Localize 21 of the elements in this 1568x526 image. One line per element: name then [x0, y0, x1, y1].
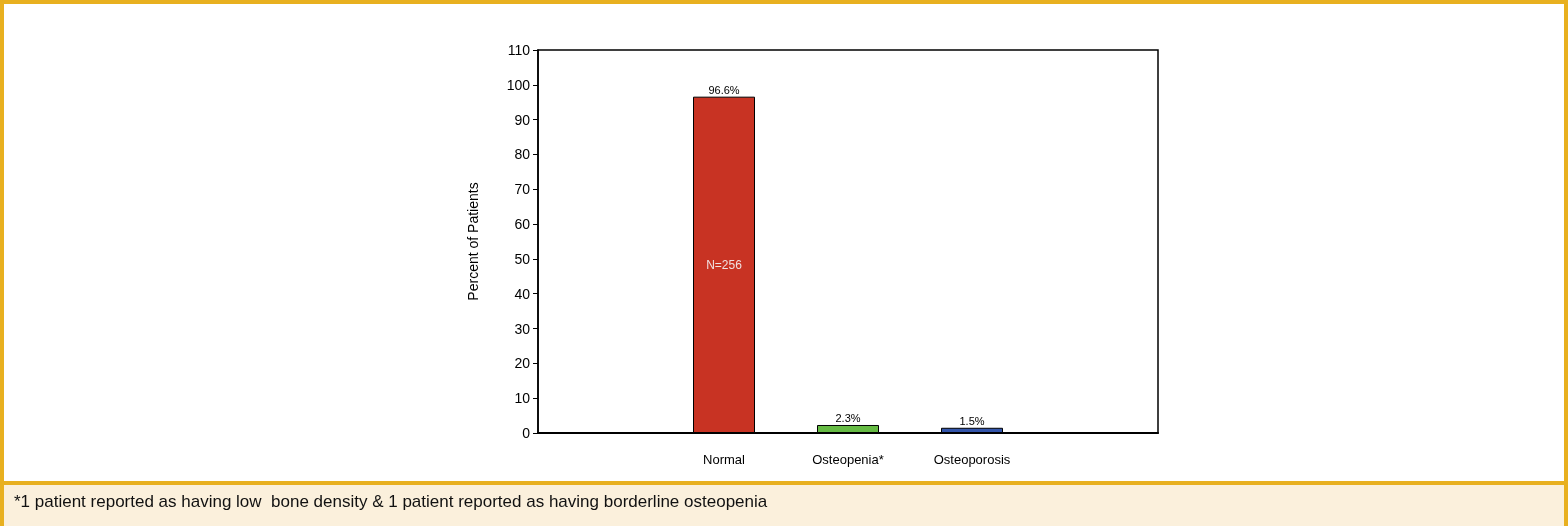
- y-axis-title: Percent of Patients: [465, 182, 481, 301]
- y-tick-label: 40: [514, 285, 531, 302]
- y-tick-label: 10: [514, 390, 531, 407]
- y-tick-label: 90: [514, 111, 531, 128]
- data-label: 96.6%: [708, 84, 740, 97]
- x-tick-label: Osteoporosis: [933, 452, 1011, 467]
- y-tick-label: 60: [514, 216, 531, 233]
- y-tick-label: 70: [514, 181, 531, 198]
- y-tick-label: 20: [514, 355, 531, 372]
- y-tick-label: 50: [514, 250, 531, 267]
- data-label: 1.5%: [959, 415, 985, 428]
- y-tick-label: 30: [514, 320, 531, 337]
- y-tick-label: 100: [506, 76, 531, 93]
- x-tick-label: Osteopenia*: [812, 452, 884, 467]
- annotation: N=256: [706, 257, 743, 272]
- x-tick-label: Normal: [703, 452, 746, 467]
- y-tick-label: 0: [522, 425, 531, 441]
- text: *1 patient reported as having low bone density & 1 patient reported as having borderline osteopenia: [14, 492, 768, 511]
- y-tick-label: 80: [514, 146, 531, 163]
- data-label: 2.3%: [835, 412, 861, 425]
- y-tick-label: 110: [507, 42, 531, 58]
